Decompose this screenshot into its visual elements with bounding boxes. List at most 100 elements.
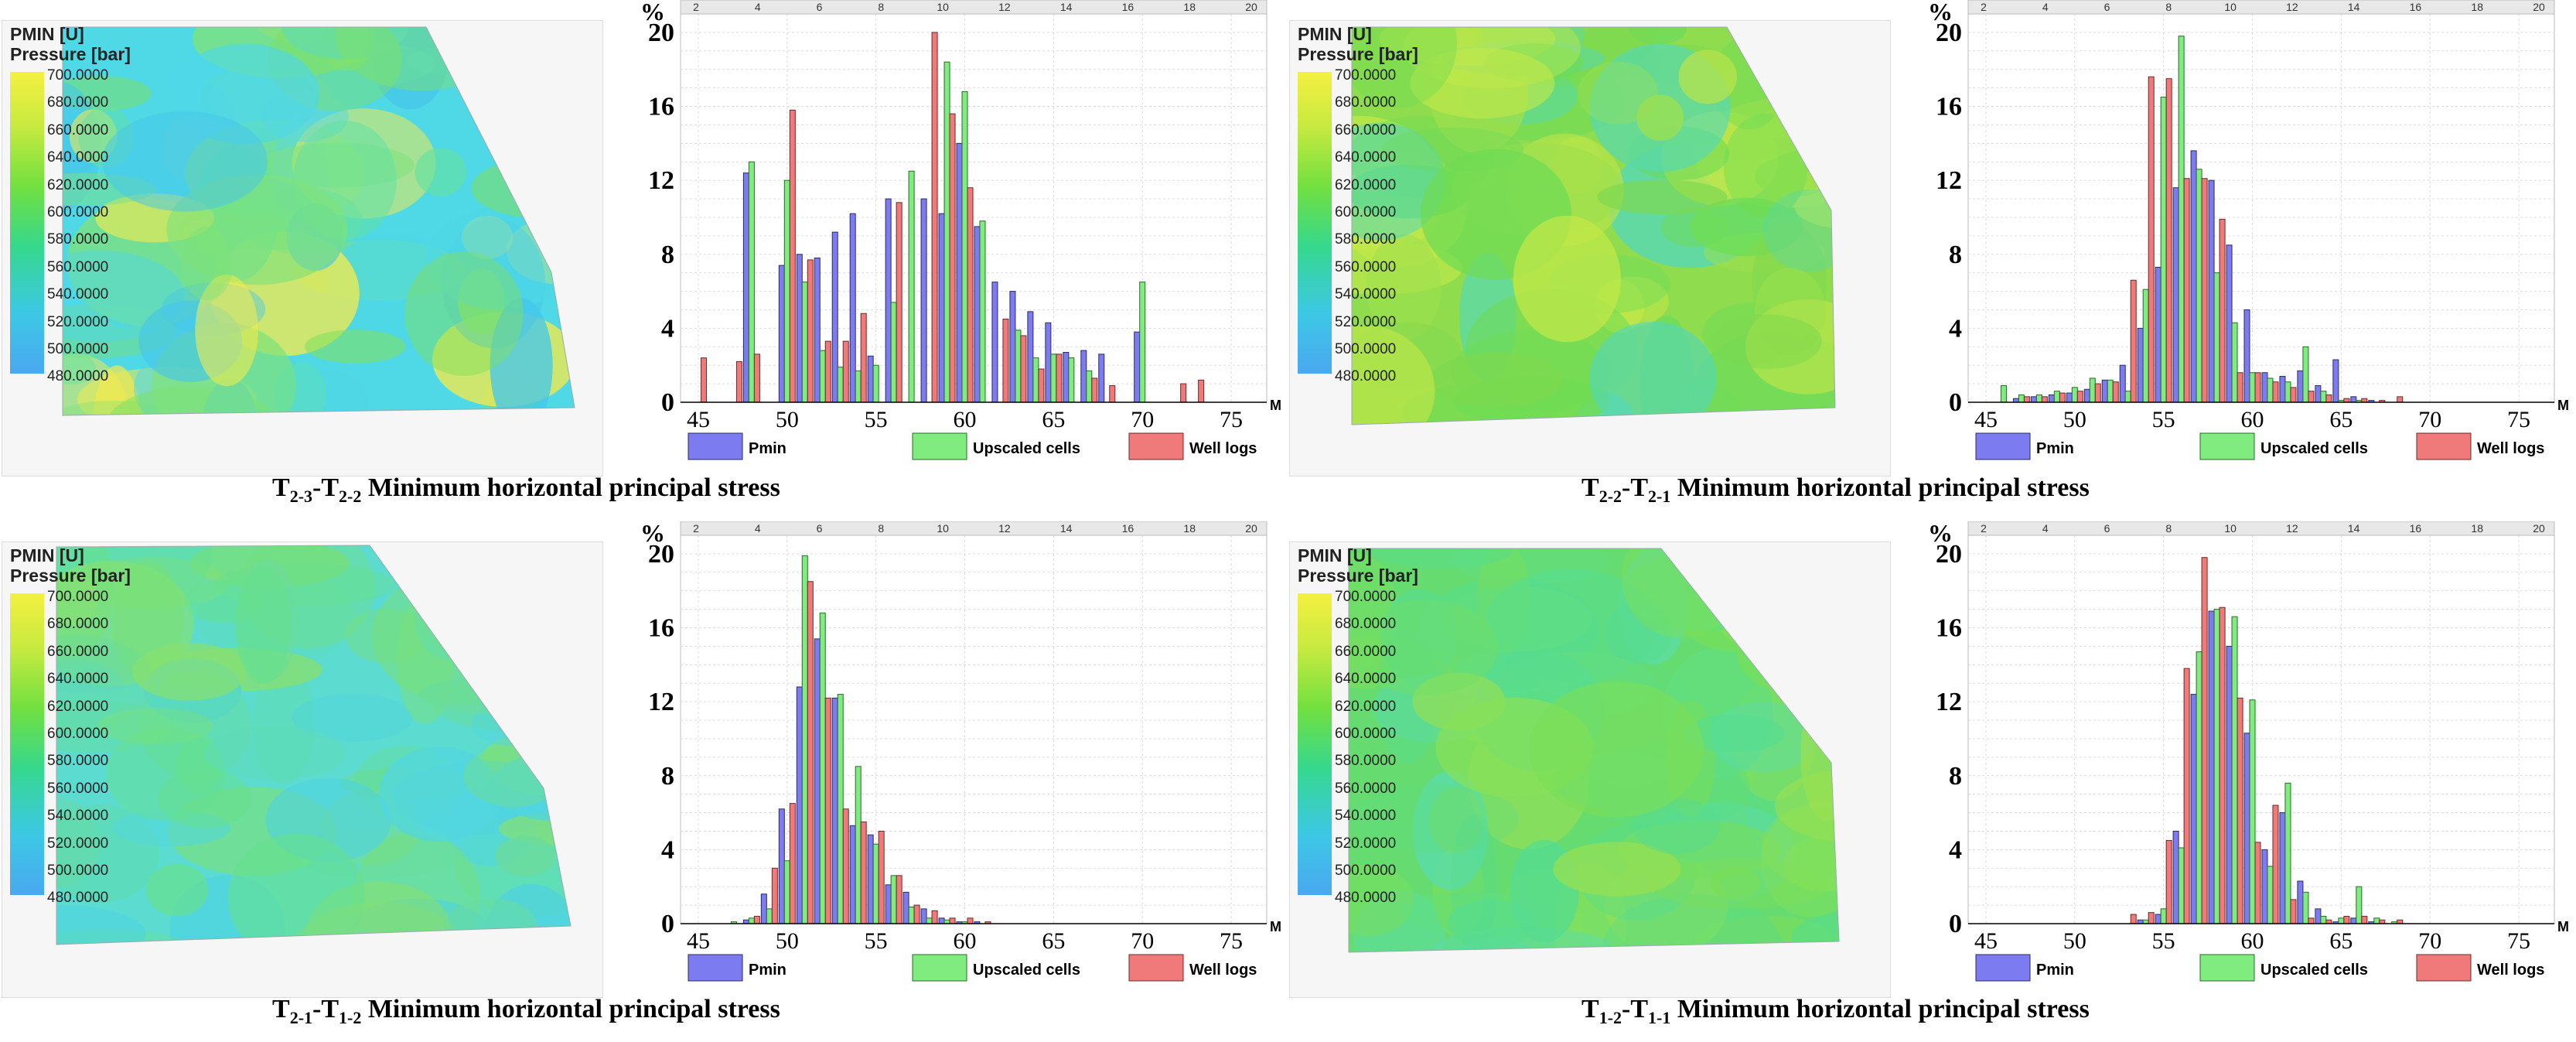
bar-upscaled [890, 875, 897, 924]
map-texture [63, 27, 575, 415]
x-tick-label: 65 [1042, 407, 1065, 432]
bar-pmin [742, 173, 749, 403]
x-tick-label: 70 [2418, 407, 2441, 432]
bar-well-logs [842, 808, 849, 924]
bar-upscaled [943, 61, 950, 403]
bar-upscaled [801, 282, 808, 403]
y-tick-label: 0 [661, 910, 674, 938]
bar-pmin [849, 213, 856, 403]
bar-well-logs [824, 340, 831, 403]
top-tick-label: 18 [2471, 1, 2483, 13]
top-tick-label: 12 [998, 522, 1011, 535]
legend-pmin-label: Pmin [2036, 440, 2074, 457]
top-tick-label: 10 [2224, 522, 2237, 535]
bar-pmin [885, 198, 892, 403]
legend-value: 700.0000 [1335, 589, 1397, 605]
bar-pmin [814, 258, 821, 403]
legend-value: 520.0000 [47, 313, 109, 330]
top-axis-strip [680, 0, 1268, 15]
bar-pmin [2297, 370, 2304, 403]
bar-pmin [2315, 384, 2322, 403]
bar-pmin [2066, 392, 2073, 403]
bar-pmin [1134, 331, 1141, 403]
legend-title: PMIN [U] [10, 545, 84, 565]
bar-pmin [1080, 350, 1087, 403]
legend-pmin-label: Pmin [749, 962, 786, 979]
top-tick-label: 18 [2471, 522, 2483, 535]
caption-s2: 2-1 [1648, 486, 1671, 506]
top-tick-label: 6 [2104, 522, 2110, 535]
bar-pmin [1063, 351, 1070, 403]
legend-title: PMIN [U] [1298, 545, 1372, 565]
bar-well-logs [2308, 391, 2315, 403]
legend-value: 580.0000 [1335, 231, 1397, 248]
bar-pmin [2226, 645, 2233, 924]
bar-pmin [2279, 812, 2286, 924]
legend-well-logs-swatch [2416, 954, 2472, 982]
caption-pre: T [272, 995, 290, 1023]
legend-value: 680.0000 [1335, 616, 1397, 633]
map-surface [56, 545, 571, 945]
bar-upscaled [855, 370, 862, 403]
x-tick-label: 55 [865, 407, 888, 432]
y-tick-label: 12 [648, 688, 674, 716]
bar-upscaled [890, 302, 897, 403]
y-tick-label: 8 [661, 241, 674, 269]
bar-well-logs [2183, 178, 2190, 403]
top-tick-label: 8 [2165, 1, 2172, 13]
bar-upscaled [872, 843, 879, 924]
bar-pmin [867, 834, 874, 924]
bar-well-logs [1020, 335, 1027, 403]
legend-subtitle: Pressure [bar] [1298, 44, 1418, 64]
map-surface [1348, 548, 1840, 953]
top-tick-label: 12 [2286, 1, 2298, 13]
bar-well-logs [2094, 383, 2101, 403]
legend-value: 700.0000 [1335, 67, 1397, 84]
bar-well-logs [2397, 396, 2404, 403]
bar-upscaled [2356, 886, 2363, 924]
y-tick-label: 12 [1936, 688, 1962, 716]
bar-pmin [2190, 150, 2197, 403]
bar-upscaled [2267, 866, 2274, 924]
y-tick-label: 16 [1936, 93, 1962, 121]
legend-value: 700.0000 [47, 67, 109, 84]
bar-upscaled [2231, 322, 2238, 403]
bar-pmin [778, 265, 785, 403]
bar-upscaled [783, 179, 790, 403]
bar-upscaled [2160, 97, 2167, 403]
legend-value: 600.0000 [47, 204, 109, 220]
y-tick-label: 4 [1949, 835, 1962, 864]
top-tick-label: 2 [1981, 522, 1987, 535]
bar-upscaled [748, 917, 755, 924]
bar-upscaled [2213, 609, 2220, 924]
bar-pmin [2208, 610, 2215, 924]
stress-map: PMIN [U] Pressure [bar] 700.0000 680.0000 66… [1289, 20, 1891, 477]
y-tick-label: 20 [1936, 19, 1962, 47]
top-tick-label: 14 [2348, 1, 2360, 13]
bar-upscaled [801, 555, 808, 924]
bar-well-logs [2041, 396, 2048, 403]
bar-upscaled [2249, 699, 2256, 924]
bar-pmin [902, 891, 909, 924]
legend-value: 560.0000 [1335, 258, 1397, 275]
bar-pmin [2137, 327, 2144, 403]
panel-2: PMIN [U] Pressure [bar] 700.0000 680.0000 66… [1288, 0, 2575, 521]
top-tick-label: 6 [817, 1, 823, 13]
bar-well-logs [931, 910, 938, 924]
stress-map: PMIN [U] Pressure [bar] 700.0000 680.0000 66… [2, 541, 603, 998]
bar-well-logs [735, 360, 742, 403]
bar-well-logs [2272, 805, 2279, 924]
bar-pmin [885, 884, 892, 924]
top-tick-label: 4 [2042, 1, 2049, 13]
legend-value: 660.0000 [1335, 643, 1397, 660]
bar-well-logs [2290, 387, 2297, 403]
bar-well-logs [967, 917, 974, 924]
histogram-chart: 0 4 8 12 16 20 45 50 55 60 65 70 75 2 4 6 8 10 12 14 16 18 20%… [1928, 0, 2568, 460]
top-tick-label: 14 [1060, 1, 1073, 13]
bar-upscaled [766, 908, 773, 924]
caption-s2: 1-1 [1648, 1007, 1671, 1027]
bar-upscaled [2071, 387, 2078, 403]
legend-value: 560.0000 [47, 258, 109, 275]
legend-value: 620.0000 [47, 176, 109, 193]
x-tick-label: 60 [954, 407, 977, 432]
